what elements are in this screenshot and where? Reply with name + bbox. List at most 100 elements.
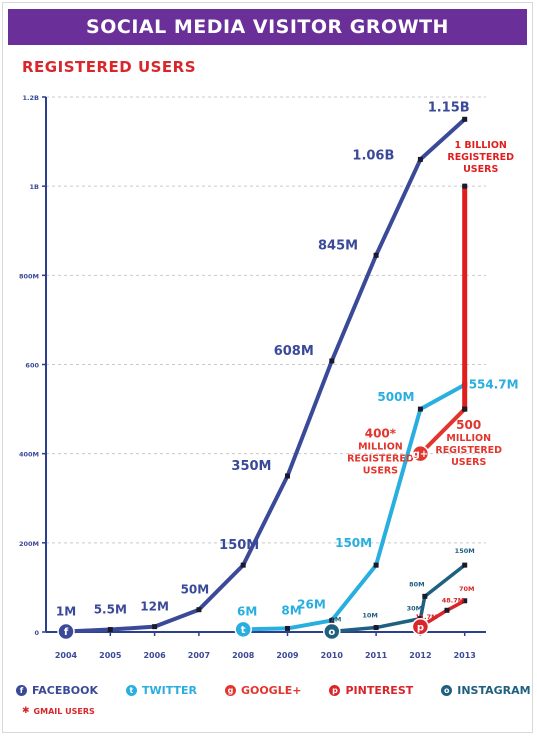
facebook-data-label: 845M [318, 238, 358, 253]
googleplus-label-line: USERS [363, 466, 398, 477]
facebook-icon [57, 622, 75, 641]
facebook-line [64, 117, 467, 634]
twitter-point [373, 562, 379, 568]
twitter-icon: t [125, 684, 137, 696]
x-tick-label: 2008 [232, 651, 255, 660]
page-title: SOCIAL MEDIA VISITOR GROWTH [86, 16, 449, 38]
instagram-icon-glyph: o [328, 627, 335, 638]
legend-label-gmail: GMAIL USERS [33, 706, 95, 716]
facebook-point [462, 116, 468, 122]
legend-item-google: g GOOGLE+ [224, 683, 302, 697]
chart-title: REGISTERED USERS [22, 58, 197, 76]
googleplus-label-line: USERS [451, 457, 486, 468]
legend-gmail: ✱ GMAIL USERS [22, 706, 95, 716]
twitter-point [417, 406, 423, 412]
x-tick-label: 2006 [143, 651, 166, 660]
googleplus-icon: g [224, 684, 236, 696]
legend-label: TWITTER [141, 683, 197, 697]
googleplus-label-line: REGISTERED [347, 454, 414, 465]
facebook-point [107, 627, 113, 633]
line-chart: 0 200M 400M 600 800M 1B 1.2B 2004 2005 2006 2007 20… [19, 94, 519, 660]
googleplus-label-line: 500 [456, 418, 481, 432]
facebook-data-label: 350M [231, 459, 271, 474]
gmail-label-line: REGISTERED [447, 152, 514, 163]
facebook-point [329, 358, 335, 364]
facebook-data-label: 1M [56, 605, 76, 619]
twitter-data-label: 500M [377, 390, 414, 404]
twitter-data-label: 8M [281, 603, 301, 617]
twitter-point [285, 625, 290, 631]
facebook-point [152, 624, 158, 630]
legend-label: FACEBOOK [32, 683, 98, 697]
facebook-data-label: 150M [219, 538, 259, 553]
x-tick-label: 2004 [55, 651, 78, 660]
googleplus-line [418, 407, 467, 456]
facebook-point [373, 252, 379, 258]
googleplus-icon-glyph: g+ [413, 449, 429, 460]
twitter-icon [234, 620, 252, 639]
facebook-data-label: 12M [140, 600, 169, 614]
facebook-icon-glyph: f [64, 627, 69, 638]
twitter-line [241, 382, 467, 632]
instagram-icon: o [441, 684, 453, 696]
facebook-data-label: 5.5M [94, 603, 127, 617]
legend-item-pinterest: p PINTEREST [329, 684, 413, 697]
instagram-point [373, 625, 379, 631]
y-tick-label: 800M [19, 272, 39, 280]
pinterest-data-label: 70M [459, 585, 475, 593]
twitter-data-label: 554.7M [469, 378, 519, 392]
pinterest-icon: p [329, 684, 341, 696]
googleplus-label-line: REGISTERED [435, 445, 502, 456]
twitter-data-label: 26M [297, 597, 326, 611]
googleplus-label-line: MILLION [358, 442, 403, 453]
x-tick-label: 2007 [188, 651, 210, 660]
facebook-data-label: 1.06B [352, 148, 394, 163]
facebook-point [196, 607, 202, 613]
pinterest-data-label: 48.7M [442, 596, 465, 604]
facebook-icon: f [16, 684, 27, 696]
instagram-data-label: 1M [330, 616, 341, 624]
googleplus-label-line: MILLION [446, 433, 491, 444]
facebook-point [240, 562, 246, 568]
gmail-label-line: USERS [463, 164, 498, 175]
instagram-data-label: 80M [409, 580, 425, 588]
instagram-point [462, 562, 468, 568]
googleplus-label-line: 400* [365, 427, 397, 441]
instagram-point [422, 593, 428, 599]
gmail-point [462, 406, 468, 412]
x-tick-label: 2013 [454, 651, 476, 660]
legend-label: PINTEREST [345, 683, 414, 697]
legend-item-twitter: t TWITTER [125, 683, 197, 697]
pinterest-data-label: 11.7M [415, 613, 438, 621]
gmail-point [462, 183, 468, 189]
instagram-data-label: 10M [362, 612, 378, 620]
gmail-star-icon: ✱ [22, 706, 30, 716]
googleplus-icon [411, 444, 430, 463]
x-tick-label: 2010 [321, 651, 344, 660]
y-tick-label: 600 [25, 362, 39, 370]
twitter-point [329, 617, 335, 623]
twitter-icon-glyph: t [241, 625, 246, 636]
legend: f FACEBOOK t TWITTER g GOOGLE+ p PINTEREST o INST… [16, 680, 531, 700]
gmail-label-line: 1 BILLION [455, 140, 507, 151]
instagram-data-label: 30M [407, 605, 423, 613]
y-tick-label: 200M [19, 540, 39, 548]
pinterest-point [444, 607, 450, 613]
legend-item-instagram: o INSTAGRAM [441, 683, 531, 697]
instagram-icon [323, 622, 341, 641]
x-tick-label: 2011 [365, 651, 388, 660]
twitter-data-label: 150M [335, 536, 372, 550]
legend-item-facebook: f FACEBOOK [16, 684, 98, 697]
facebook-data-label: 50M [181, 583, 210, 597]
y-tick-label: 1B [30, 183, 40, 191]
x-tick-label: 2005 [99, 651, 122, 660]
twitter-data-label: 6M [237, 604, 257, 618]
pinterest-icon-glyph: p [417, 622, 424, 633]
facebook-point [285, 473, 290, 479]
pinterest-icon [411, 618, 430, 636]
legend-label: INSTAGRAM [457, 683, 531, 697]
x-tick-label: 2012 [409, 651, 431, 660]
y-tick-label: 0 [34, 629, 39, 637]
legend-label: GOOGLE+ [240, 683, 302, 697]
